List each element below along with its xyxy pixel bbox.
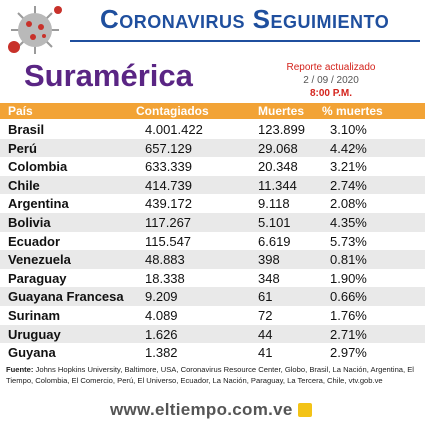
cell: 348 [258, 270, 280, 286]
column-header: Muertes [258, 104, 305, 118]
cell: 20.348 [258, 159, 298, 175]
cell: 4.42% [330, 140, 367, 156]
country: Bolivia [8, 215, 51, 230]
cell: 9.118 [258, 196, 290, 212]
cell: 2.08% [330, 196, 367, 212]
country: Argentina [8, 196, 69, 212]
cell: 48.883 [145, 252, 185, 268]
cell: 0.66% [330, 289, 367, 305]
title: Coronavirus Seguimiento [100, 4, 390, 34]
country: Uruguay [8, 326, 61, 342]
source-text: Johns Hopkins University, Baltimore, USA… [6, 365, 414, 385]
table-header: País Contagiados Muertes % muertes [0, 103, 425, 119]
table-row: Venezuela 48.883 398 0.81% [0, 250, 425, 269]
cell: 0.81% [330, 252, 367, 268]
report-label: Reporte actualizado [286, 62, 376, 73]
website: www.eltiempo.com.ve [110, 400, 293, 419]
cell: 72 [258, 308, 273, 323]
table-row: Brasil 4.001.422 123.899 3.10% [0, 120, 425, 139]
cell: 398 [258, 252, 280, 268]
column-header: % muertes [322, 104, 383, 118]
source-label: Fuente: [6, 365, 34, 374]
table-row: Chile 414.739 11.344 2.74% [0, 175, 425, 195]
cell: 5.101 [258, 215, 291, 230]
table-row: Bolivia 117.267 5.101 4.35% [0, 213, 425, 232]
cell: 2.97% [330, 345, 367, 361]
cell: 61 [258, 289, 273, 305]
cell: 44 [258, 326, 273, 342]
country: Guyana [8, 345, 56, 361]
column-header: País [8, 104, 33, 118]
cell: 2.71% [330, 326, 367, 342]
table-row: Perú 657.129 29.068 4.42% [0, 138, 425, 158]
country: Guayana Francesa [8, 289, 124, 305]
cell: 1.90% [330, 270, 367, 286]
country: Chile [8, 177, 40, 193]
country: Colombia [8, 159, 68, 175]
cell: 2.74% [330, 177, 367, 193]
cell: 117.267 [145, 215, 192, 230]
region: Suramérica [24, 58, 193, 93]
cell: 5.73% [330, 233, 367, 249]
cell: 1.76% [330, 308, 367, 323]
source: Fuente: Johns Hopkins University, Baltim… [6, 364, 418, 386]
column-header: Contagiados [136, 104, 209, 118]
cell: 4.001.422 [145, 122, 203, 137]
table-row: Ecuador 115.547 6.619 5.73% [0, 231, 425, 251]
cell: 123.899 [258, 122, 305, 137]
country: Perú [8, 140, 37, 156]
country: Venezuela [8, 252, 71, 268]
table-row: Surinam 4.089 72 1.76% [0, 306, 425, 325]
cell: 11.344 [258, 177, 297, 193]
divider [70, 40, 420, 42]
logo [298, 403, 312, 417]
table-row: Uruguay 1.626 44 2.71% [0, 324, 425, 344]
cell: 9.209 [145, 289, 178, 305]
cell: 1.382 [145, 345, 178, 361]
cell: 115.547 [145, 233, 192, 249]
cell: 41 [258, 345, 273, 361]
cell: 3.10% [330, 122, 367, 137]
table-row: Argentina 439.172 9.118 2.08% [0, 194, 425, 213]
report-time: 8:00 P.M. [309, 88, 353, 99]
cell: 3.21% [330, 159, 367, 175]
cell: 6.619 [258, 233, 291, 249]
cell: 4.089 [145, 308, 178, 323]
report-date: 2 / 09 / 2020 [303, 75, 359, 86]
table-row: Guyana 1.382 41 2.97% [0, 343, 425, 362]
country: Surinam [8, 308, 61, 323]
table-row: Guayana Francesa 9.209 61 0.66% [0, 287, 425, 306]
country: Ecuador [8, 233, 61, 249]
table-row: Paraguay 18.338 348 1.90% [0, 268, 425, 288]
cell: 18.338 [145, 270, 185, 286]
country: Paraguay [8, 270, 67, 286]
cell: 29.068 [258, 140, 298, 156]
virus-image [8, 6, 62, 54]
country: Brasil [8, 122, 45, 137]
cell: 439.172 [145, 196, 192, 212]
table-row: Colombia 633.339 20.348 3.21% [0, 157, 425, 176]
cell: 1.626 [145, 326, 178, 342]
cell: 657.129 [145, 140, 192, 156]
cell: 633.339 [145, 159, 192, 175]
cell: 414.739 [145, 177, 192, 193]
cell: 4.35% [330, 215, 367, 230]
